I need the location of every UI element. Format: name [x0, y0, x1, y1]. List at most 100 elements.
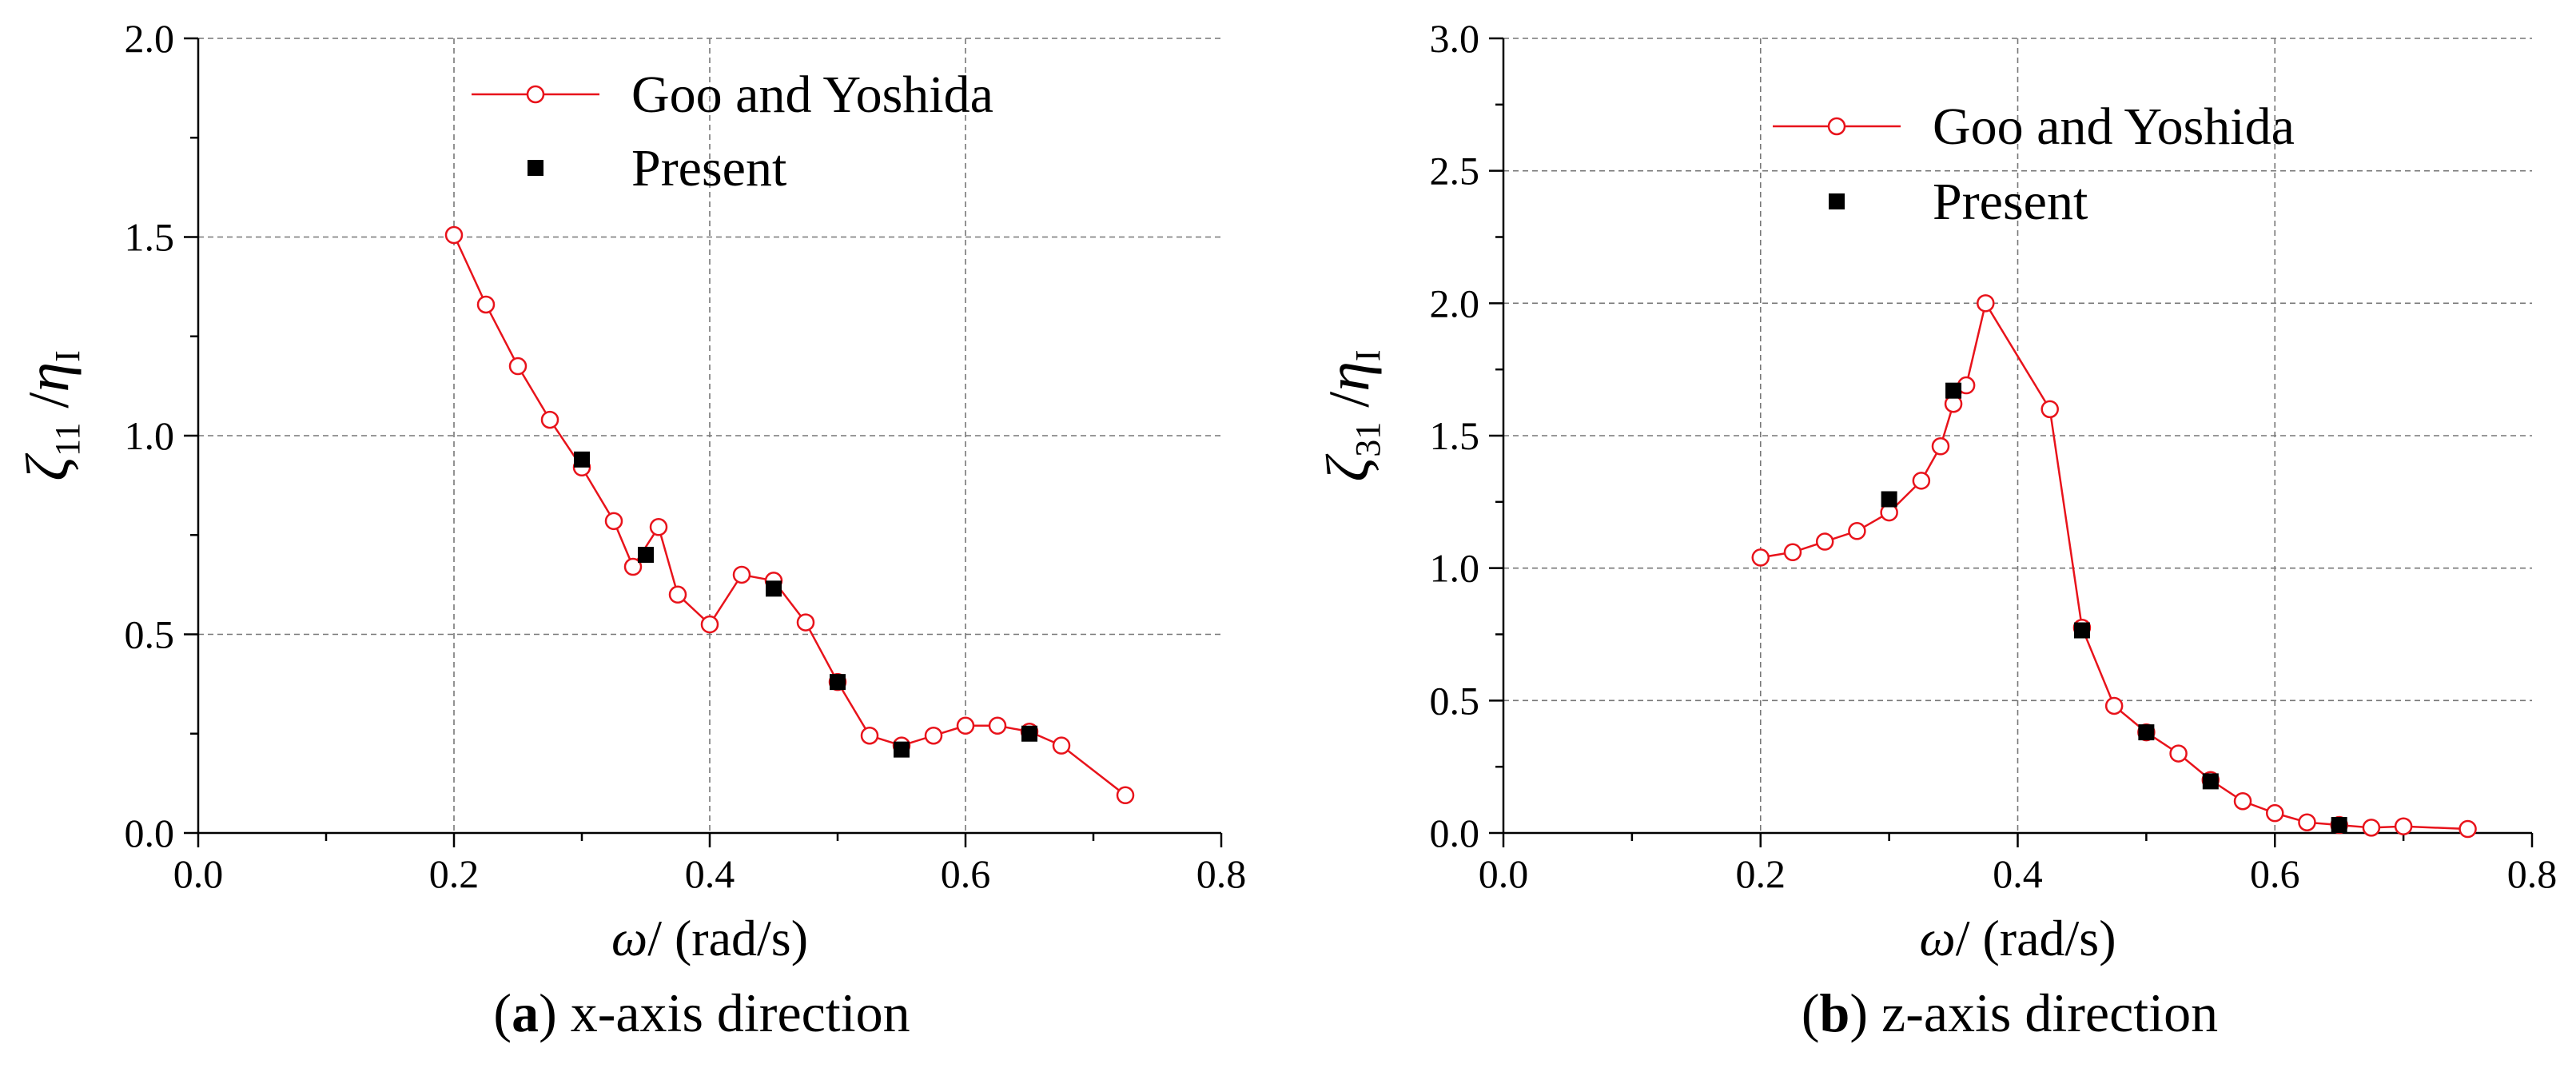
data-point-circle: [604, 512, 623, 531]
data-point-square: [830, 674, 846, 691]
y-tick-label: 0.0: [1430, 811, 1480, 855]
series-line: [452, 234, 1126, 796]
data-point-circle: [1977, 294, 1995, 313]
data-point-circle: [2169, 744, 2188, 763]
panel-caption: (a) x-axis direction: [493, 982, 910, 1043]
x-axis-title: ω/ (rad/s): [611, 910, 808, 966]
caption-text: x-axis direction: [571, 982, 910, 1043]
data-point-circle: [668, 585, 687, 604]
data-point-square: [574, 451, 590, 468]
data-point-circle: [1116, 786, 1135, 805]
legend: Goo and Yoshida Present: [472, 66, 993, 197]
y-axis-slash: /: [1317, 392, 1381, 422]
data-point-square: [2138, 724, 2155, 741]
data-point-circle: [1931, 437, 1950, 456]
legend-label: Present: [1933, 173, 2088, 231]
data-point-circle: [2459, 819, 2477, 839]
data-point-square: [2331, 817, 2347, 834]
data-point-circle: [924, 726, 943, 745]
data-point-circle: [1912, 472, 1931, 490]
y-axis-symbol-den: η: [14, 362, 82, 393]
data-point-square: [1881, 491, 1897, 508]
legend-label: Goo and Yoshida: [1933, 98, 2295, 156]
data-point-circle: [649, 518, 668, 536]
series-present: [1881, 382, 2347, 834]
caption-text: z-axis direction: [1881, 982, 2218, 1043]
y-tick-label: 1.5: [1430, 413, 1480, 458]
legend-marker-square: [528, 160, 543, 176]
caption-close-paren: ): [1849, 982, 1881, 1043]
y-tick-label: 3.0: [1430, 16, 1480, 61]
x-tick-label: 0.8: [1196, 851, 1247, 896]
data-point-circle: [1751, 548, 1770, 567]
legend-label: Present: [631, 139, 786, 197]
caption-panel-label: b: [1820, 982, 1850, 1043]
x-axis-slash: /: [647, 910, 675, 966]
y-tick-label: 1.5: [125, 215, 175, 260]
x-tick-label: 0.4: [1993, 851, 2043, 896]
data-point-circle: [444, 225, 464, 245]
x-axis-title: ω/ (rad/s): [1920, 910, 2116, 966]
data-point-square: [2073, 622, 2090, 639]
x-axis-symbol: ω: [1920, 910, 1956, 966]
x-tick-label: 0.2: [1736, 851, 1786, 896]
data-point-circle: [2394, 817, 2413, 835]
y-axis-sub-den: I: [1348, 349, 1388, 361]
x-axis-unit: (rad/s): [1982, 910, 2116, 966]
series-goo-and-yoshida: [1751, 294, 2477, 839]
legend-marker-circle: [526, 85, 545, 104]
data-point-circle: [2362, 819, 2381, 837]
y-axis-symbol-num: ζ: [1315, 453, 1382, 482]
caption-open-paren: (: [1802, 982, 1820, 1043]
data-point-circle: [508, 357, 528, 376]
panel-caption: (b) z-axis direction: [1802, 982, 2218, 1043]
y-axis-symbol-num: ζ: [14, 452, 82, 481]
data-point-circle: [1783, 543, 1802, 562]
chart-panel-b: 0.0 0.2 0.4 0.6 0.8 0.0 0.5 1.0 1.5 2.0 2.5 3.0 Goo …: [1315, 16, 2557, 1043]
data-point-circle: [2040, 400, 2059, 419]
y-axis-title: ζ31 /ηI: [1315, 349, 1388, 481]
data-point-square: [894, 741, 910, 758]
grid-lines: [1503, 38, 2532, 833]
data-point-circle: [2233, 791, 2252, 811]
caption-close-paren: ): [539, 982, 571, 1043]
data-point-circle: [2298, 813, 2316, 831]
data-point-circle: [476, 295, 496, 314]
data-point-square: [1021, 725, 1037, 742]
y-axis-sub-num: 31: [1348, 422, 1388, 457]
data-point-circle: [2104, 696, 2124, 715]
x-tick-label: 0.0: [173, 851, 224, 896]
legend-label: Goo and Yoshida: [631, 66, 993, 124]
x-tick-label: 0.2: [429, 851, 480, 896]
caption-panel-label: a: [512, 982, 539, 1043]
data-point-circle: [540, 410, 559, 429]
legend: Goo and Yoshida Present: [1773, 98, 2295, 231]
data-point-circle: [700, 615, 719, 634]
y-tick-label: 2.5: [1430, 149, 1480, 193]
x-tick-label: 0.8: [2507, 851, 2558, 896]
data-point-circle: [623, 557, 643, 576]
series-goo-and-yoshida: [444, 225, 1135, 805]
data-point-square: [766, 580, 782, 597]
caption-open-paren: (: [493, 982, 512, 1043]
legend-marker-circle: [1827, 117, 1846, 136]
data-point-circle: [1848, 522, 1866, 540]
grid-lines: [198, 38, 1221, 833]
data-point-circle: [732, 565, 751, 584]
y-axis-symbol-den: η: [1315, 361, 1382, 392]
data-point-circle: [796, 613, 815, 632]
x-tick-label: 0.6: [941, 851, 991, 896]
data-point-circle: [2266, 803, 2284, 823]
data-point-square: [638, 547, 654, 564]
data-point-square: [1945, 382, 1962, 399]
legend-marker-square: [1829, 193, 1845, 209]
x-axis-unit: (rad/s): [675, 910, 808, 966]
chart-panel-a: 0.0 0.2 0.4 0.6 0.8 0.0 0.5 1.0 1.5 2.0 Goo and Yo…: [14, 16, 1246, 1043]
y-tick-label: 0.5: [125, 612, 175, 657]
series-present: [574, 451, 1037, 758]
data-point-circle: [988, 716, 1007, 735]
y-axis-slash: /: [17, 393, 81, 423]
y-axis-title: ζ11 /ηI: [14, 350, 87, 481]
y-tick-label: 2.0: [1430, 281, 1480, 325]
